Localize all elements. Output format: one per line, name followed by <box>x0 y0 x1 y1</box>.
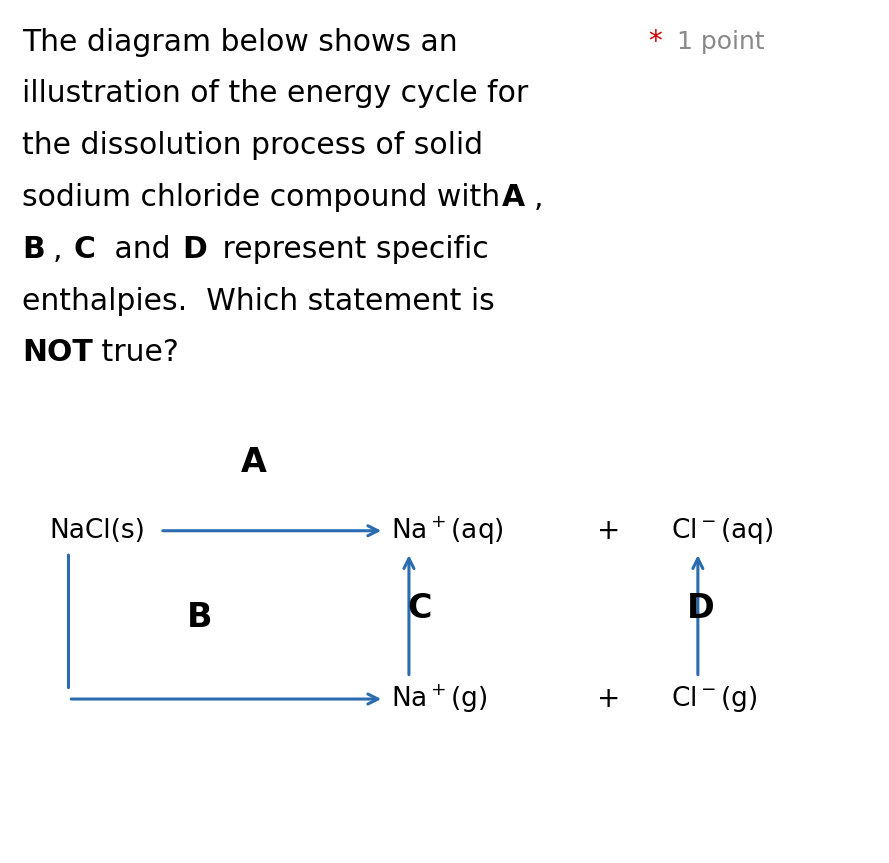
Text: ,: , <box>533 183 543 212</box>
Text: sodium chloride compound with: sodium chloride compound with <box>22 183 510 212</box>
Text: represent specific: represent specific <box>213 235 489 264</box>
Text: and: and <box>105 235 180 264</box>
Text: +: + <box>597 685 621 713</box>
Text: NaCl(s): NaCl(s) <box>49 518 145 544</box>
Text: B: B <box>22 235 45 264</box>
Text: The diagram below shows an: The diagram below shows an <box>22 28 458 57</box>
Text: D: D <box>687 592 715 625</box>
Text: B: B <box>188 601 212 633</box>
Text: *: * <box>649 28 671 55</box>
Text: the dissolution process of solid: the dissolution process of solid <box>22 131 484 161</box>
Text: enthalpies.  Which statement is: enthalpies. Which statement is <box>22 287 495 316</box>
Text: illustration of the energy cycle for: illustration of the energy cycle for <box>22 79 528 109</box>
Text: Cl$^-$(g): Cl$^-$(g) <box>671 684 757 714</box>
Text: ,: , <box>53 235 72 264</box>
Text: true?: true? <box>92 338 180 368</box>
Text: A: A <box>502 183 525 212</box>
Text: C: C <box>407 592 432 625</box>
Text: 1 point: 1 point <box>677 30 765 54</box>
Text: +: + <box>597 517 621 545</box>
Text: A: A <box>240 446 267 479</box>
Text: D: D <box>182 235 207 264</box>
Text: Cl$^-$(aq): Cl$^-$(aq) <box>671 516 773 545</box>
Text: Na$^+$(g): Na$^+$(g) <box>391 683 488 715</box>
Text: C: C <box>74 235 96 264</box>
Text: NOT: NOT <box>22 338 93 368</box>
Text: Na$^+$(aq): Na$^+$(aq) <box>391 514 504 547</box>
